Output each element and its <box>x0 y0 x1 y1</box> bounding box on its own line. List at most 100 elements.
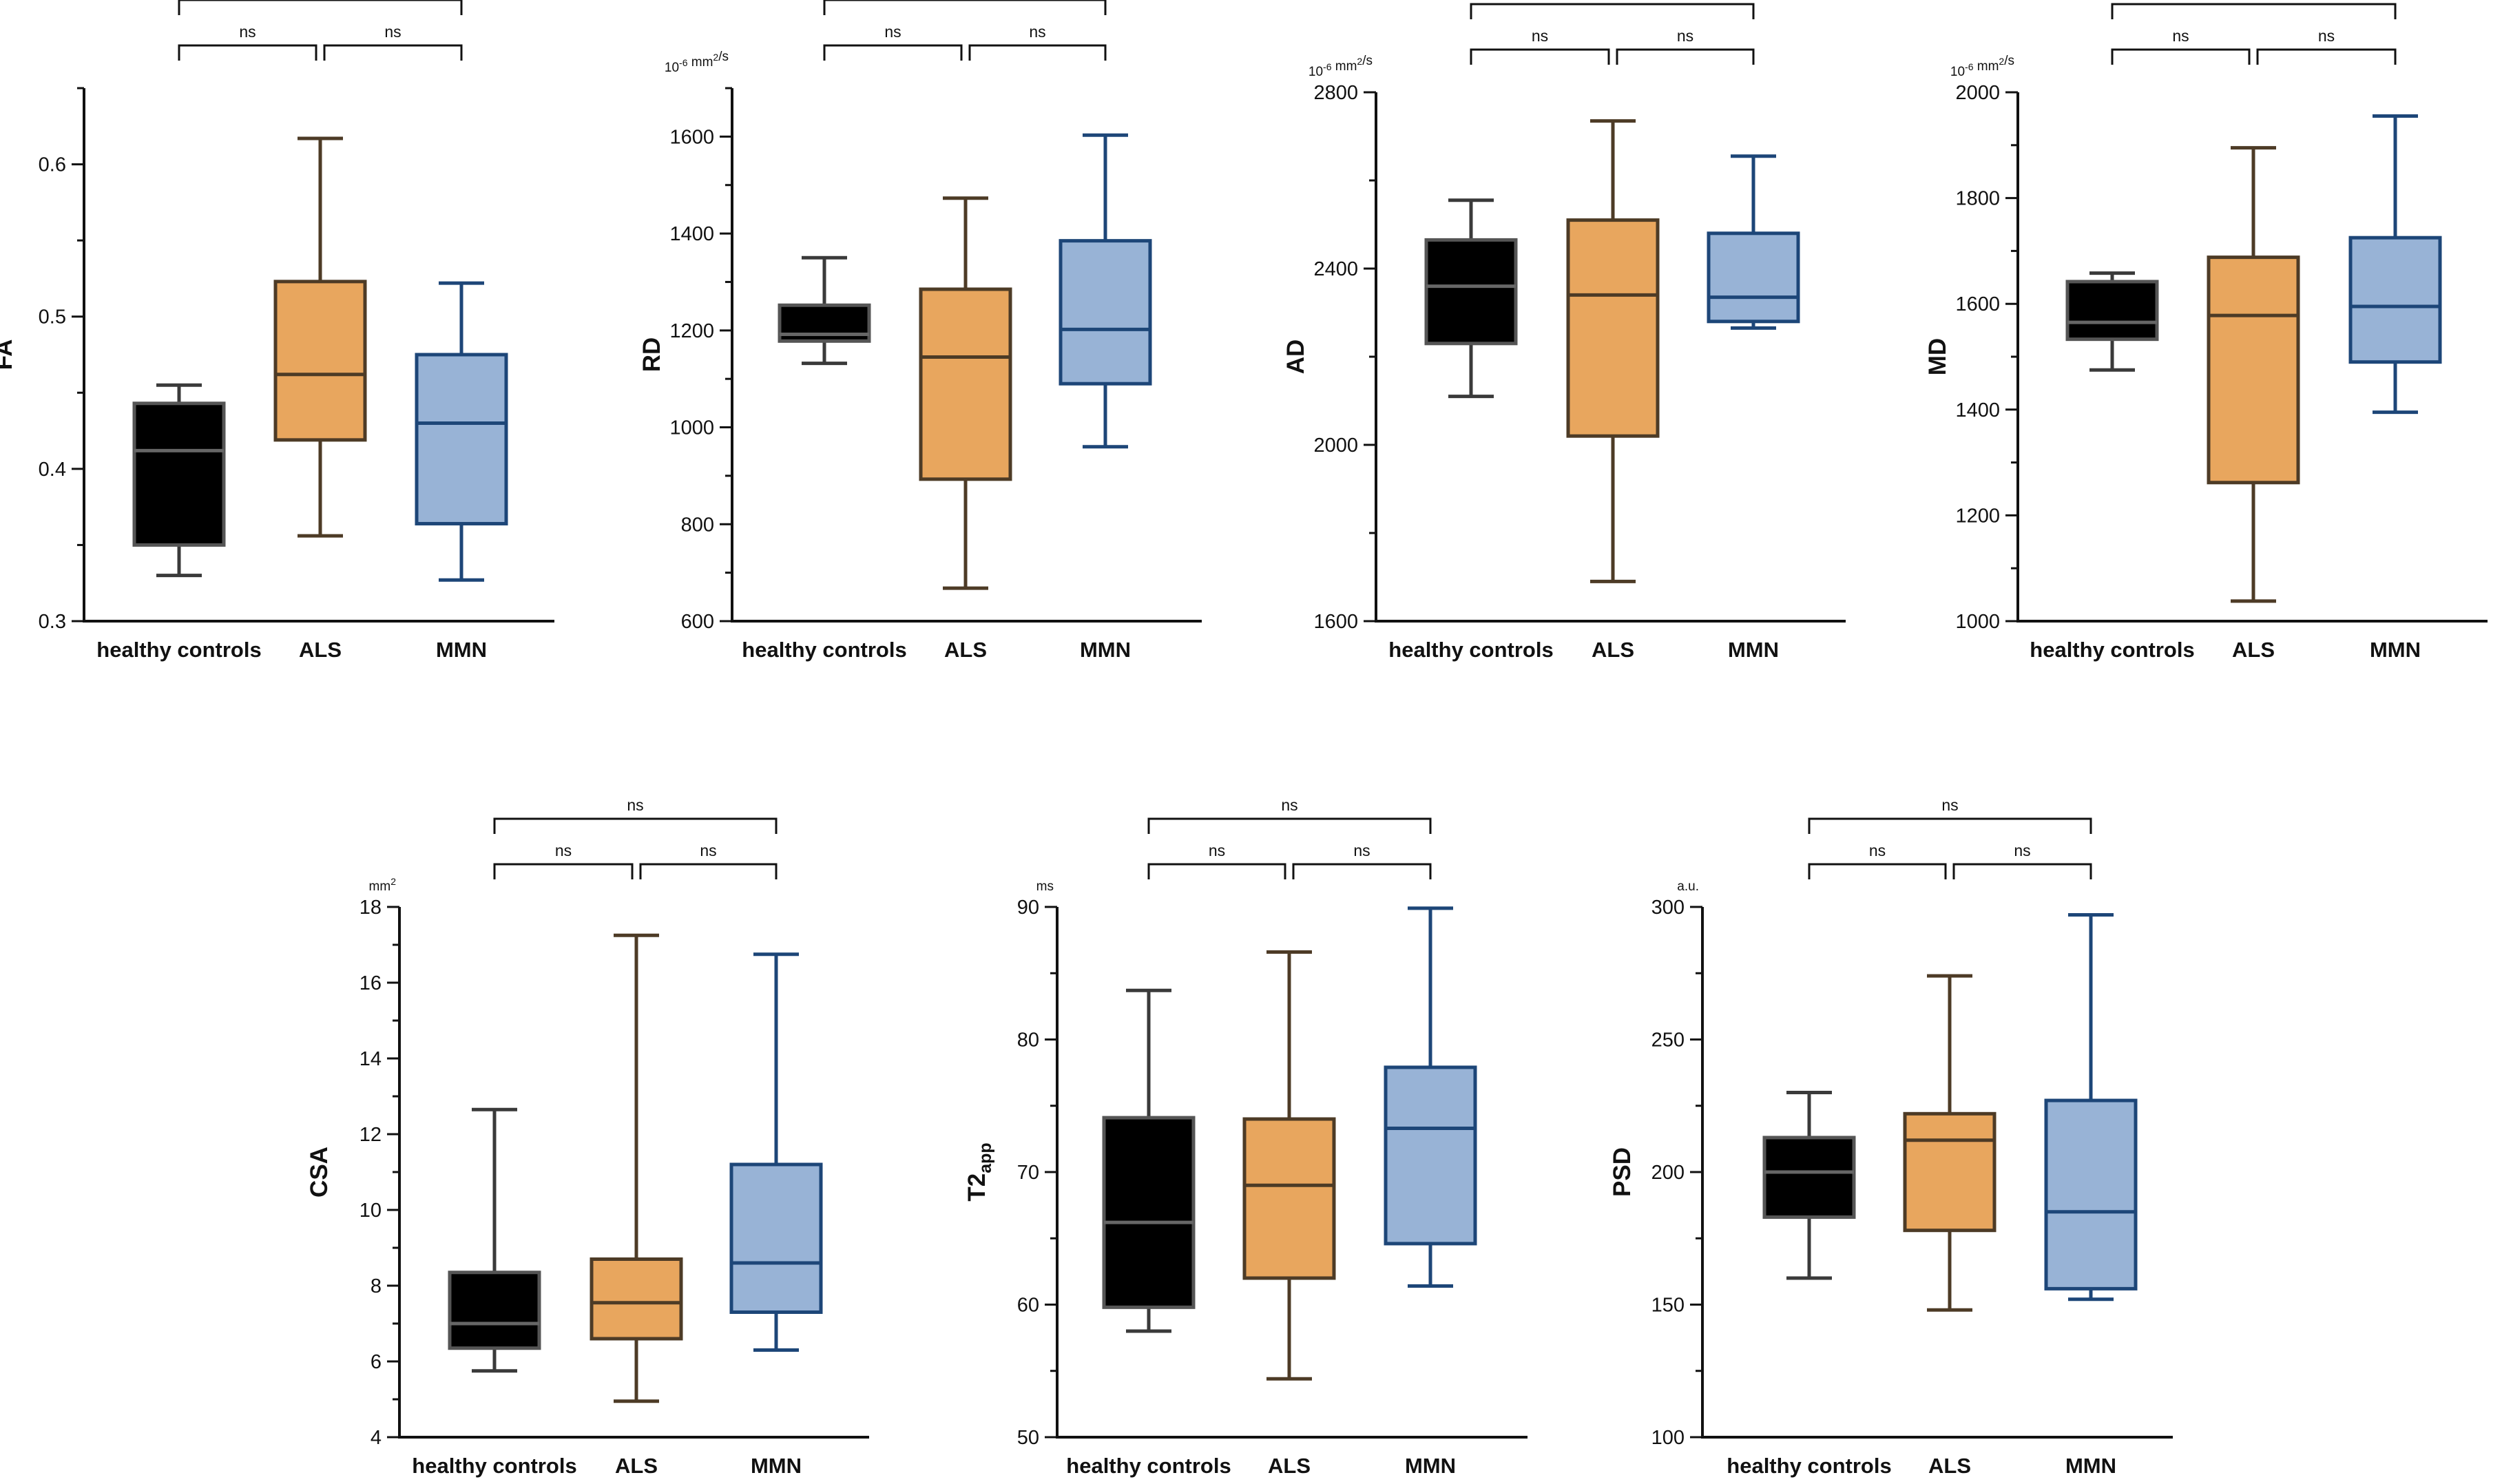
x-category-label-healthy-controls: healthy controls <box>1727 1454 1891 1478</box>
x-category-label-mmn: MMN <box>2370 638 2421 662</box>
significance-bracket: ns <box>968 23 1107 61</box>
panel-md: 1000 1200 1400 1600 1800 2000 MD 10-6 mm2/s heal… <box>1924 3 2488 662</box>
significance-label: ns <box>1209 842 1225 859</box>
bracket-line <box>1292 863 1432 879</box>
y-tick-label: 10 <box>359 1200 382 1222</box>
iqr-box <box>2348 236 2442 364</box>
x-category-label-healthy-controls: healthy controls <box>1066 1454 1231 1478</box>
bracket-line <box>1147 817 1432 834</box>
bracket-line <box>1470 48 1610 65</box>
x-category-label-als: ALS <box>1592 638 1634 662</box>
box-healthy-controls <box>1762 1091 1856 1280</box>
y-tick-label: 12 <box>359 1124 382 1146</box>
iqr-box <box>132 401 226 547</box>
significance-bracket: ns <box>823 23 963 61</box>
significance-bracket: ns <box>1292 842 1432 879</box>
box-mmn <box>1059 133 1152 449</box>
bracket-line <box>639 863 778 879</box>
y-tick-label: 0.5 <box>39 306 66 328</box>
bracket-line <box>1147 863 1286 879</box>
y-tick-label: 1000 <box>669 417 714 439</box>
y-tick-label: 1000 <box>1955 611 2000 633</box>
significance-bracket: ns <box>1808 842 1947 879</box>
y-tick-label: 0.3 <box>39 611 66 633</box>
significance-label: ns <box>1281 796 1297 814</box>
box-als <box>2207 146 2300 603</box>
y-unit-label: 10-6 mm2/s <box>1309 54 1373 79</box>
significance-label: ns <box>1941 796 1958 814</box>
bracket-line <box>823 44 963 61</box>
significance-bracket: ns <box>1616 27 1755 65</box>
y-tick-label: 1600 <box>1955 293 2000 315</box>
iqr-box <box>273 280 367 442</box>
y-tick-label: 1600 <box>669 126 714 148</box>
iqr-box <box>729 1162 823 1314</box>
x-category-label-healthy-controls: healthy controls <box>2030 638 2194 662</box>
y-tick-label: 300 <box>1651 897 1685 919</box>
x-category-label-healthy-controls: healthy controls <box>742 638 906 662</box>
y-tick-label: 1600 <box>1313 611 1358 633</box>
bracket-line <box>1952 863 2092 879</box>
significance-bracket: ns <box>2111 27 2251 65</box>
y-tick-label: 200 <box>1651 1162 1685 1184</box>
panel-rd: 600 800 1000 1200 1400 1600 RD 10-6 mm2/s health… <box>638 0 1202 662</box>
iqr-box <box>2044 1098 2138 1290</box>
box-healthy-controls <box>1102 988 1196 1333</box>
y-tick-label: 16 <box>359 972 382 994</box>
bracket-line <box>178 0 463 15</box>
bracket-line <box>1616 48 1755 65</box>
box-mmn <box>415 281 508 582</box>
iqr-box <box>1903 1111 1997 1233</box>
y-axis-title: CSA <box>306 1147 333 1198</box>
x-category-label-mmn: MMN <box>1405 1454 1456 1478</box>
significance-bracket: ns <box>323 23 463 61</box>
iqr-box <box>2207 255 2300 485</box>
y-tick-label: 14 <box>359 1048 382 1070</box>
significance-bracket: ns <box>493 842 634 879</box>
significance-label: ns <box>700 842 716 859</box>
significance-bracket: ns <box>1808 796 2092 834</box>
y-tick-label: 90 <box>1017 897 1039 919</box>
y-axis-title: MD <box>1924 338 1951 375</box>
box-mmn <box>1384 906 1477 1288</box>
significance-bracket: ns <box>1147 842 1286 879</box>
significance-label: ns <box>884 23 901 41</box>
y-tick-label: 800 <box>681 514 714 536</box>
x-category-label-healthy-controls: healthy controls <box>96 638 261 662</box>
bracket-line <box>968 44 1107 61</box>
box-healthy-controls <box>1424 198 1518 399</box>
x-category-label-healthy-controls: healthy controls <box>1388 638 1553 662</box>
box-healthy-controls <box>132 383 226 578</box>
bracket-line <box>823 0 1107 15</box>
box-als <box>1566 119 1660 583</box>
y-unit-label: mm2 <box>369 876 397 894</box>
box-mmn <box>1707 154 1800 330</box>
iqr-box <box>1384 1065 1477 1246</box>
x-category-label-als: ALS <box>615 1454 658 1478</box>
bracket-line <box>1808 817 2092 834</box>
significance-bracket: ns <box>493 796 778 834</box>
iqr-box <box>919 287 1012 481</box>
iqr-box <box>1059 239 1152 386</box>
y-tick-label: 0.6 <box>39 154 66 176</box>
y-tick-label: 1400 <box>669 223 714 245</box>
iqr-box <box>1566 218 1660 438</box>
significance-label: ns <box>1677 27 1693 45</box>
y-tick-label: 80 <box>1017 1030 1039 1052</box>
iqr-box <box>590 1257 683 1341</box>
x-category-label-mmn: MMN <box>751 1454 802 1478</box>
significance-label: ns <box>1029 23 1045 41</box>
significance-bracket: ns <box>178 23 317 61</box>
significance-label: ns <box>627 796 643 814</box>
significance-label: ns <box>2172 27 2189 45</box>
significance-bracket: ns <box>2256 27 2397 65</box>
x-category-label-healthy-controls: healthy controls <box>412 1454 576 1478</box>
y-tick-label: 1800 <box>1955 188 2000 210</box>
bracket-line <box>493 863 634 879</box>
significance-label: ns <box>1869 842 1886 859</box>
y-tick-label: 600 <box>681 611 714 633</box>
y-tick-label: 1200 <box>1955 505 2000 527</box>
box-healthy-controls <box>448 1107 541 1373</box>
panel-psd: 100 150 200 250 300 PSD a.u. healthy controls AL… <box>1609 796 2173 1478</box>
bracket-line <box>323 44 463 61</box>
